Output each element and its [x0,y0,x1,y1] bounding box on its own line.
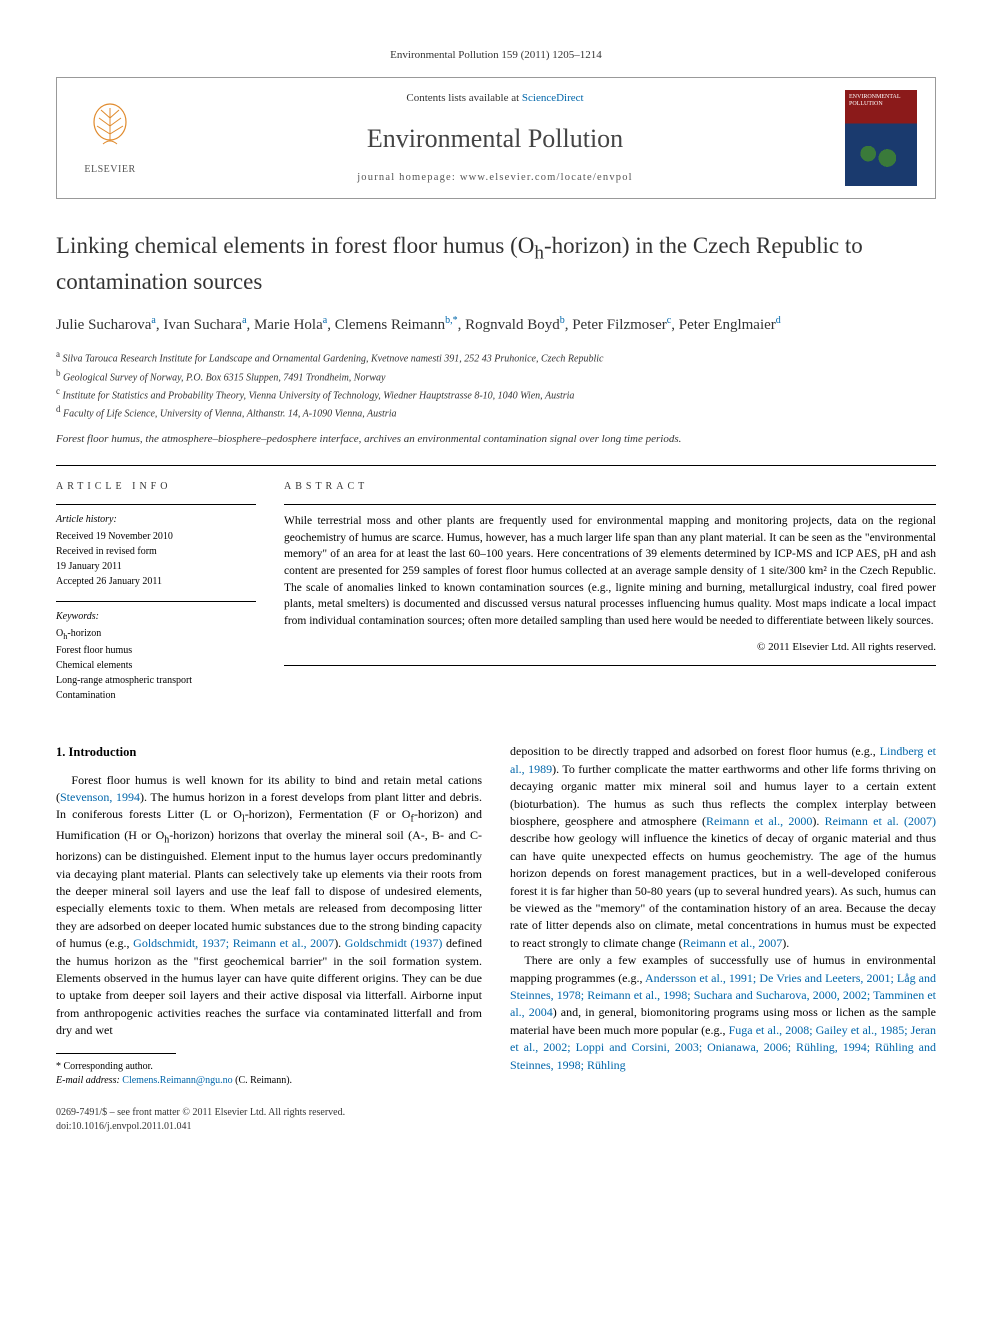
issn-line: 0269-7491/$ – see front matter © 2011 El… [56,1106,345,1120]
keyword: Long-range atmospheric transport [56,673,256,688]
contents-prefix: Contents lists available at [406,92,521,104]
footnote-separator [56,1053,176,1054]
abstract-rule [284,665,936,666]
page-footer: 0269-7491/$ – see front matter © 2011 El… [56,1106,936,1134]
history-line: Accepted 26 January 2011 [56,574,256,589]
article-title: Linking chemical elements in forest floo… [56,231,936,296]
keyword: Oh-horizon [56,626,256,643]
article-info: ARTICLE INFO Article history: Received 1… [56,480,256,715]
citation-link[interactable]: Goldschmidt, 1937; Reimann et al., 2007 [133,936,334,950]
author: Ivan Sucharaa [163,317,246,333]
homepage-prefix: journal homepage: [357,172,460,183]
keyword: Chemical elements [56,658,256,673]
citation-link[interactable]: Goldschmidt (1937) [345,936,443,950]
sciencedirect-link[interactable]: ScienceDirect [522,92,584,104]
footnotes: * Corresponding author. E-mail address: … [56,1060,482,1088]
corresponding-author-note: * Corresponding author. [56,1060,482,1074]
author: Rognvald Boydb [465,317,565,333]
journal-name: Environmental Pollution [145,121,845,157]
paragraph: deposition to be directly trapped and ad… [510,743,936,952]
cover-title: ENVIRONMENTAL POLLUTION [849,94,913,107]
header-center: Contents lists available at ScienceDirec… [145,91,845,185]
journal-reference: Environmental Pollution 159 (2011) 1205–… [56,48,936,63]
title-part1: Linking chemical elements in forest floo… [56,233,534,258]
affiliation: a Silva Tarouca Research Institute for L… [56,348,936,366]
affiliation-list: a Silva Tarouca Research Institute for L… [56,348,936,421]
publisher-name: ELSEVIER [75,163,145,177]
abstract-heading: ABSTRACT [284,480,936,494]
email-label: E-mail address: [56,1075,122,1086]
homepage-line: journal homepage: www.elsevier.com/locat… [145,171,845,186]
keywords-label: Keywords: [56,601,256,624]
history-label: Article history: [56,504,256,527]
body-text: 1. Introduction Forest floor humus is we… [56,743,936,1088]
email-note: E-mail address: Clemens.Reimann@ngu.no (… [56,1074,482,1088]
author: Julie Sucharovaa [56,317,156,333]
author: Peter Filzmoserc [572,317,671,333]
journal-header: ELSEVIER Contents lists available at Sci… [56,77,936,199]
cover-map-graphic [849,136,913,180]
keyword: Contamination [56,688,256,703]
citation-link[interactable]: Stevenson, 1994 [60,790,140,804]
corresponding-author-link[interactable]: b,* [445,315,458,326]
history-line: Received 19 November 2010 [56,529,256,544]
contents-line: Contents lists available at ScienceDirec… [145,91,845,106]
affiliation: b Geological Survey of Norway, P.O. Box … [56,367,936,385]
title-subscript: h [534,243,544,264]
history-line: 19 January 2011 [56,559,256,574]
citation-link[interactable]: Reimann et al., 2007 [683,936,783,950]
publisher-logo[interactable]: ELSEVIER [75,100,145,177]
citation-link[interactable]: Reimann et al., 2000 [706,814,812,828]
author: Marie Holaa [254,317,327,333]
abstract-text: While terrestrial moss and other plants … [284,504,936,630]
affiliation: d Faculty of Life Science, University of… [56,403,936,421]
author: Peter Englmaierd [679,317,781,333]
abstract-copyright: © 2011 Elsevier Ltd. All rights reserved… [284,640,936,655]
history-block: Received 19 November 2010 Received in re… [56,529,256,589]
info-abstract-row: ARTICLE INFO Article history: Received 1… [56,465,936,715]
article-info-heading: ARTICLE INFO [56,480,256,494]
citation-link[interactable]: Reimann et al. (2007) [825,814,936,828]
homepage-url[interactable]: www.elsevier.com/locate/envpol [460,172,633,183]
author-list: Julie Sucharovaa, Ivan Sucharaa, Marie H… [56,313,936,337]
keyword: Forest floor humus [56,643,256,658]
keywords-block: Oh-horizon Forest floor humus Chemical e… [56,626,256,703]
page: Environmental Pollution 159 (2011) 1205–… [0,0,992,1182]
abstract-column: ABSTRACT While terrestrial moss and othe… [284,480,936,715]
footer-left: 0269-7491/$ – see front matter © 2011 El… [56,1106,345,1134]
author: Clemens Reimannb,* [335,317,458,333]
doi-line: doi:10.1016/j.envpol.2011.01.041 [56,1120,345,1134]
paragraph: Forest floor humus is well known for its… [56,772,482,1040]
history-line: Received in revised form [56,544,256,559]
journal-cover-thumbnail[interactable]: ENVIRONMENTAL POLLUTION [845,90,917,186]
elsevier-tree-icon [83,100,137,154]
epigraph: Forest floor humus, the atmosphere–biosp… [56,432,936,447]
paragraph: There are only a few examples of success… [510,952,936,1074]
section-heading: 1. Introduction [56,743,482,761]
affiliation: c Institute for Statistics and Probabili… [56,385,936,403]
email-link[interactable]: Clemens.Reimann@ngu.no [122,1075,232,1086]
